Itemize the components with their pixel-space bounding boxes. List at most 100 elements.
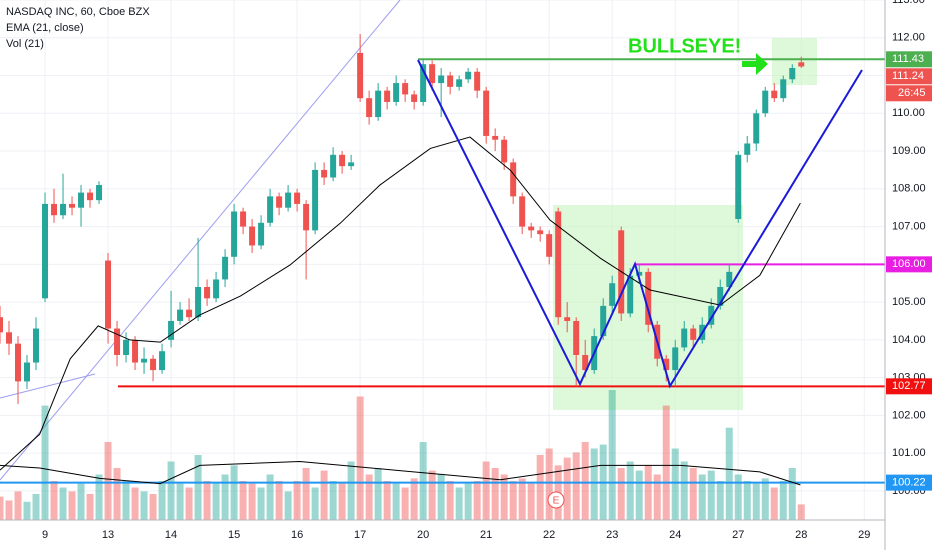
volume-bar [761, 478, 769, 520]
volume-bar [347, 461, 355, 520]
x-tick-label: 14 [165, 529, 177, 541]
candle-body [294, 192, 301, 204]
candle-body [465, 71, 472, 80]
volume-bar [320, 470, 328, 520]
volume-bar [707, 470, 715, 520]
candle-body [420, 64, 427, 102]
volume-bar [59, 487, 67, 520]
candle-body [735, 154, 742, 220]
candle-body [375, 90, 382, 118]
volume-bar [428, 470, 436, 520]
y-tick-label: 109.00 [892, 145, 926, 157]
candle-body [0, 317, 3, 333]
volume-bar [644, 465, 652, 520]
trend-line [0, 0, 401, 481]
volume-bar [725, 427, 733, 520]
volume-bar [266, 474, 274, 520]
last-price-tag-bg [886, 68, 932, 85]
annotation: BULLSEYE! [628, 35, 741, 57]
volume-bar [23, 501, 31, 520]
x-tick-label: 15 [228, 529, 240, 541]
candle-body [132, 339, 139, 363]
candle-body [87, 192, 94, 201]
volume-bar [545, 448, 553, 520]
x-tick-label: 16 [291, 529, 303, 541]
volume-bar [194, 455, 202, 520]
candle-body [483, 90, 490, 136]
volume-bar [455, 487, 463, 520]
y-tick-label: 112.00 [892, 32, 925, 44]
level-tag-bg [886, 474, 932, 491]
volume-bar [275, 481, 283, 520]
volume-bar [716, 481, 724, 520]
volume-bar [113, 468, 121, 520]
indicator-label: Vol (21) [6, 38, 44, 50]
candle-body [555, 211, 562, 318]
candle-body [636, 271, 643, 276]
candle-body [492, 135, 499, 140]
volume-bar [185, 487, 193, 520]
candle-body [564, 317, 571, 321]
volume-bar [698, 474, 706, 520]
candle-body [573, 320, 580, 355]
y-tick-label: 102.00 [892, 409, 926, 421]
level-tag-bg [886, 51, 932, 68]
y-tick-label: 101.00 [892, 447, 926, 459]
candle-body [771, 90, 778, 99]
candle-body [753, 113, 760, 144]
x-tick-label: 13 [102, 529, 114, 541]
candle-body [222, 256, 229, 280]
y-tick-label: 110.00 [892, 107, 925, 119]
y-tick-label: 104.00 [892, 334, 926, 346]
last-price-tag: 111.24 [892, 70, 924, 82]
x-tick-label: 28 [795, 529, 807, 541]
candle-body [114, 328, 121, 355]
candle-body [537, 230, 544, 235]
arrow [742, 53, 768, 75]
volume-bar [329, 481, 337, 520]
candle-body [33, 328, 40, 363]
volume-bar [572, 452, 580, 520]
volume-bar [464, 483, 472, 520]
volume-bar [167, 461, 175, 520]
candle-body [177, 309, 184, 321]
volume-bar [779, 481, 787, 520]
candle-body [231, 211, 238, 257]
volume-bar [680, 461, 688, 520]
volume-bar [356, 396, 364, 520]
volume-bar [149, 494, 157, 520]
volume-bar [653, 474, 661, 520]
volume-bar [626, 461, 634, 520]
candle-body [744, 143, 751, 155]
level-tag-bg [886, 378, 932, 395]
volume-bar [608, 390, 616, 520]
candle-body [240, 211, 247, 227]
y-tick-label: 113.00 [892, 0, 925, 6]
candle-body [6, 332, 13, 344]
candle-body [663, 358, 670, 371]
candle-body [42, 203, 49, 299]
candle-body [15, 343, 22, 382]
candle-body [798, 62, 805, 67]
volume-bar [338, 483, 346, 520]
volume-bar [401, 487, 409, 520]
volume-bar [86, 494, 94, 520]
volume-bar [104, 442, 112, 520]
volume-bar [617, 468, 625, 520]
volume-bar [527, 483, 535, 520]
level-tag: 102.77 [892, 380, 926, 392]
candle-body [249, 226, 256, 246]
volume-bar [410, 478, 418, 520]
volume-bar [392, 483, 400, 520]
candle-body [609, 283, 616, 306]
volume-bar [257, 487, 265, 520]
volume-bar [95, 474, 103, 520]
volume-bar [77, 483, 85, 520]
x-tick-label: 23 [606, 529, 618, 541]
event-marker [547, 491, 565, 509]
level-tag: 106.00 [892, 258, 926, 270]
w-pattern [417, 59, 863, 389]
volume-bar [419, 442, 427, 520]
y-tick-label: 108.00 [892, 183, 926, 195]
